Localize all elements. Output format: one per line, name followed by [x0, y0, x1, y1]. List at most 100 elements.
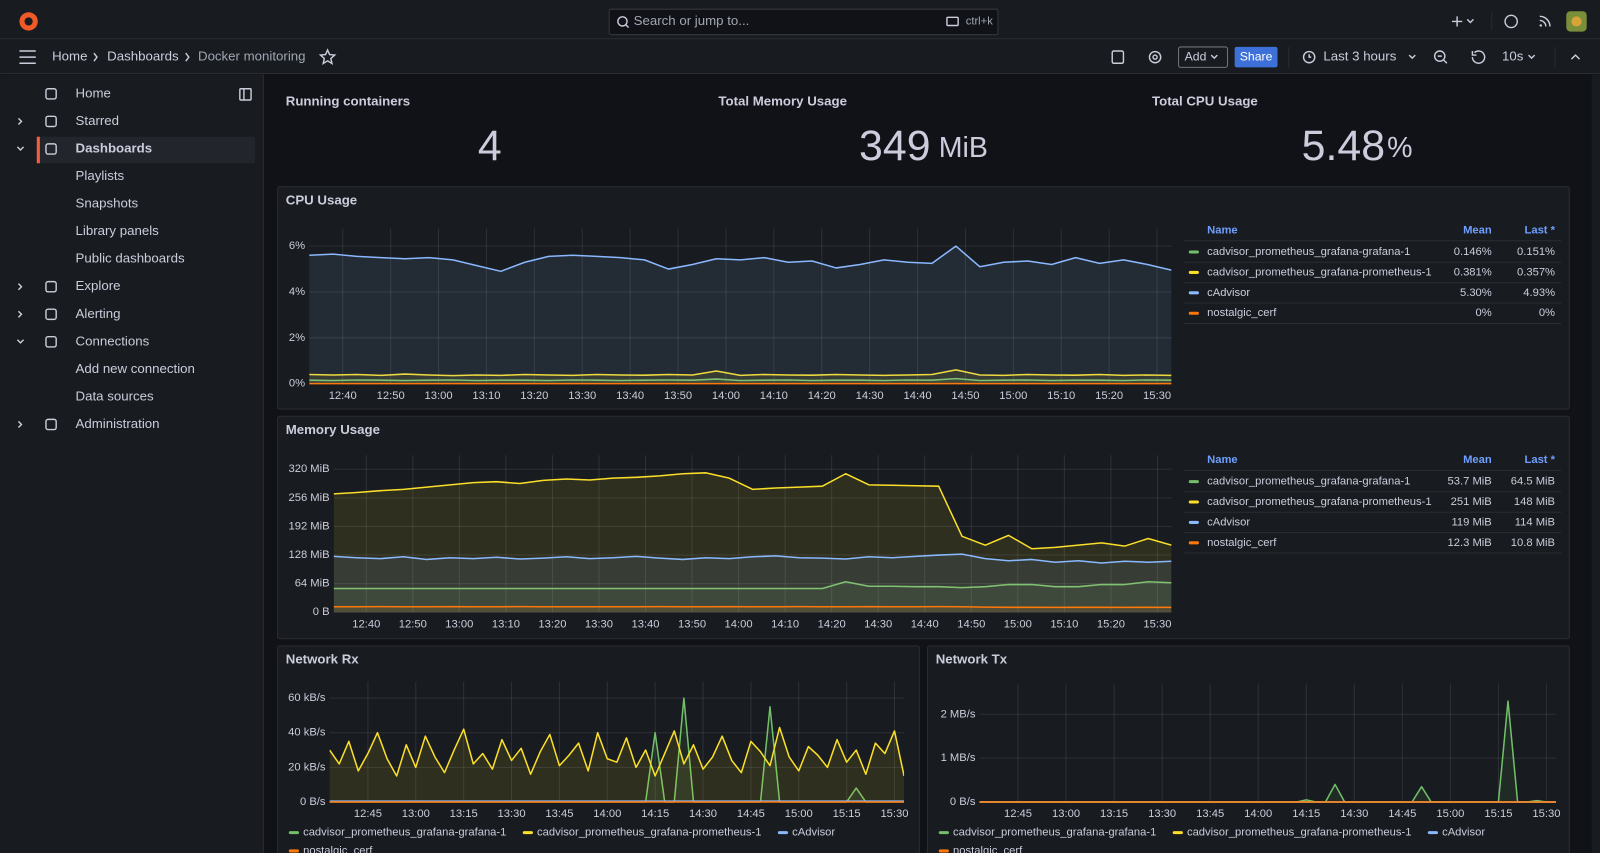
settings-icon[interactable]: [1148, 50, 1162, 64]
x-tick-label: 15:20: [1095, 390, 1123, 402]
add-button[interactable]: [1178, 46, 1229, 68]
legend-last: 148 MiB: [1514, 496, 1555, 508]
stat-title: Running containers: [286, 94, 410, 109]
x-tick-label: 15:20: [1097, 618, 1125, 630]
zoom-out-icon[interactable]: [1433, 50, 1446, 62]
refresh-icon[interactable]: [1471, 50, 1486, 64]
legend-name[interactable]: cadvisor_prometheus_grafana-grafana-1: [1207, 246, 1410, 258]
x-tick-label: 14:30: [689, 808, 717, 820]
nav-item[interactable]: Playlists: [76, 168, 125, 183]
settings-icon: [1152, 54, 1158, 60]
nav-item[interactable]: Public dashboards: [76, 251, 185, 266]
panel-title: Network Tx: [936, 652, 1008, 667]
nav-item[interactable]: Explore: [76, 278, 121, 293]
x-tick-label: 14:45: [737, 808, 765, 820]
legend-last: 64.5 MiB: [1511, 476, 1555, 488]
x-tick-label: 15:15: [833, 808, 861, 820]
y-tick-label: 4%: [289, 286, 305, 298]
x-tick-label: 14:50: [957, 618, 985, 630]
x-tick-label: 13:45: [1196, 808, 1224, 820]
x-tick-label: 14:45: [1388, 808, 1416, 820]
nav-icon: [45, 88, 57, 100]
nav-item[interactable]: Starred: [76, 113, 119, 128]
refresh-interval[interactable]: 10s: [1502, 49, 1524, 64]
x-tick-label: 15:00: [785, 808, 813, 820]
nav-icon: [45, 280, 57, 293]
star-icon[interactable]: [318, 48, 337, 65]
news-icon: [1539, 24, 1542, 27]
collapse-icon[interactable]: [1570, 54, 1581, 60]
legend-name[interactable]: cadvisor_prometheus_grafana-prometheus-1: [1187, 827, 1412, 839]
y-tick-label: 6%: [289, 240, 305, 252]
plot: [329, 697, 905, 803]
y-tick-label: 0 B/s: [300, 796, 326, 808]
x-tick-label: 13:30: [1148, 808, 1176, 820]
news-icon[interactable]: [1539, 15, 1551, 27]
menu-icon[interactable]: [19, 50, 36, 64]
legend-name[interactable]: cadvisor_prometheus_grafana-prometheus-1: [1207, 266, 1432, 278]
legend-name[interactable]: nostalgic_cerf: [1207, 537, 1277, 549]
x-tick-label: 14:30: [1340, 808, 1368, 820]
legend-swatch: [288, 831, 300, 835]
x-tick-label: 15:30: [1532, 808, 1560, 820]
zoom-out-icon: [1437, 55, 1448, 64]
nav-chevron: [17, 310, 23, 318]
nav-item[interactable]: Library panels: [76, 223, 160, 238]
dock-icon[interactable]: [239, 88, 252, 101]
y-tick-label: 320 MiB: [288, 463, 329, 475]
legend-swatch: [1188, 520, 1199, 524]
nav-chevron: [16, 339, 25, 344]
legend-swatch: [1172, 831, 1183, 835]
nav-item[interactable]: Dashboards: [76, 140, 153, 155]
series-line: [333, 605, 1172, 609]
time-range[interactable]: Last 3 hours: [1323, 49, 1396, 64]
search-box[interactable]: [608, 8, 999, 36]
new-icon[interactable]: [1451, 16, 1463, 27]
keyboard-icon: [946, 16, 959, 27]
x-tick-label: 13:15: [450, 808, 478, 820]
chevron: [1210, 54, 1218, 60]
chevron: [1466, 18, 1474, 24]
legend-name[interactable]: cadvisor_prometheus_grafana-prometheus-1: [537, 827, 762, 839]
x-tick-label: 12:45: [1004, 808, 1032, 820]
stat-title: Total Memory Usage: [718, 94, 847, 109]
breadcrumb[interactable]: Dashboards: [107, 49, 179, 64]
x-tick-label: 15:30: [1143, 390, 1171, 402]
legend-name[interactable]: cAdvisor: [1207, 287, 1250, 299]
legend-swatch: [1188, 270, 1199, 274]
nav-item[interactable]: Administration: [76, 416, 160, 431]
legend-name[interactable]: cadvisor_prometheus_grafana-grafana-1: [1207, 476, 1410, 488]
legend-name[interactable]: cadvisor_prometheus_grafana-grafana-1: [953, 827, 1156, 839]
legend-name[interactable]: cadvisor_prometheus_grafana-prometheus-1: [1207, 496, 1432, 508]
x-tick-label: 15:10: [1050, 618, 1078, 630]
series-area: [333, 554, 1172, 613]
add-label: Add: [1185, 49, 1207, 63]
series-line: [309, 369, 1172, 377]
search-shortcut: ctrl+k: [966, 15, 994, 27]
stat-value: 5.48%: [1302, 122, 1413, 170]
y-tick-label: 60 kB/s: [288, 692, 326, 704]
nav-item[interactable]: Add new connection: [76, 361, 195, 376]
legend-name[interactable]: cadvisor_prometheus_grafana-grafana-1: [303, 827, 506, 839]
legend-name[interactable]: cAdvisor: [1207, 516, 1250, 528]
save-icon[interactable]: [1111, 50, 1125, 64]
share-button[interactable]: [1234, 46, 1278, 68]
legend-name[interactable]: cAdvisor: [792, 827, 835, 839]
nav-item[interactable]: Data sources: [76, 388, 154, 403]
legend-name[interactable]: cAdvisor: [1442, 827, 1485, 839]
help-icon[interactable]: [1504, 14, 1519, 29]
legend-mean: 251 MiB: [1451, 496, 1492, 508]
legend-name[interactable]: nostalgic_cerf: [953, 845, 1023, 853]
nav-item[interactable]: Home: [76, 85, 111, 100]
breadcrumb[interactable]: Home: [52, 49, 87, 64]
x-tick-label: 13:50: [664, 390, 692, 402]
nav-item[interactable]: Connections: [76, 333, 150, 348]
x-tick-label: 13:10: [472, 390, 500, 402]
avatar: [1571, 16, 1582, 27]
legend-name[interactable]: nostalgic_cerf: [303, 845, 373, 853]
nav-item[interactable]: Snapshots: [76, 196, 139, 211]
nav-item[interactable]: Alerting: [76, 306, 121, 321]
x-tick-label: 14:00: [593, 808, 621, 820]
legend-name[interactable]: nostalgic_cerf: [1207, 307, 1277, 319]
series-line: [333, 553, 1172, 564]
